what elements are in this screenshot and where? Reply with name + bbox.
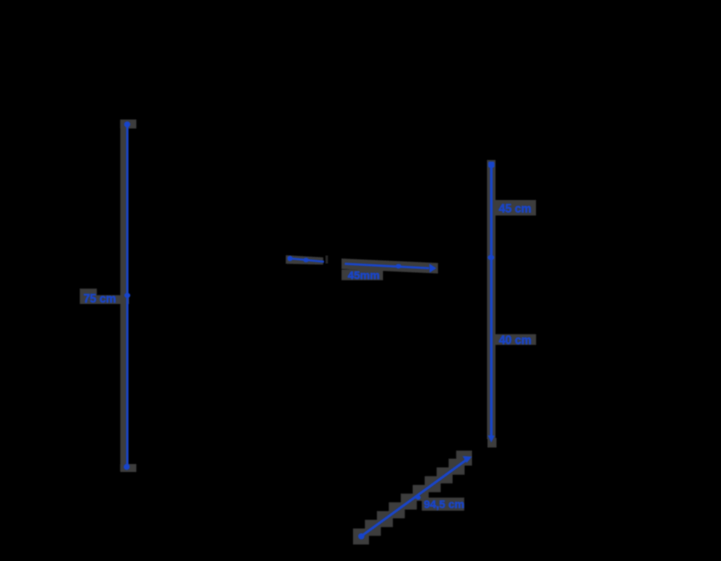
svg-text:40 cm: 40 cm [499,335,532,347]
svg-text:94,5 cm: 94,5 cm [424,499,465,511]
svg-text:75 cm: 75 cm [84,294,117,306]
svg-text:45mm: 45mm [348,270,380,282]
svg-text:45 cm: 45 cm [499,203,532,215]
